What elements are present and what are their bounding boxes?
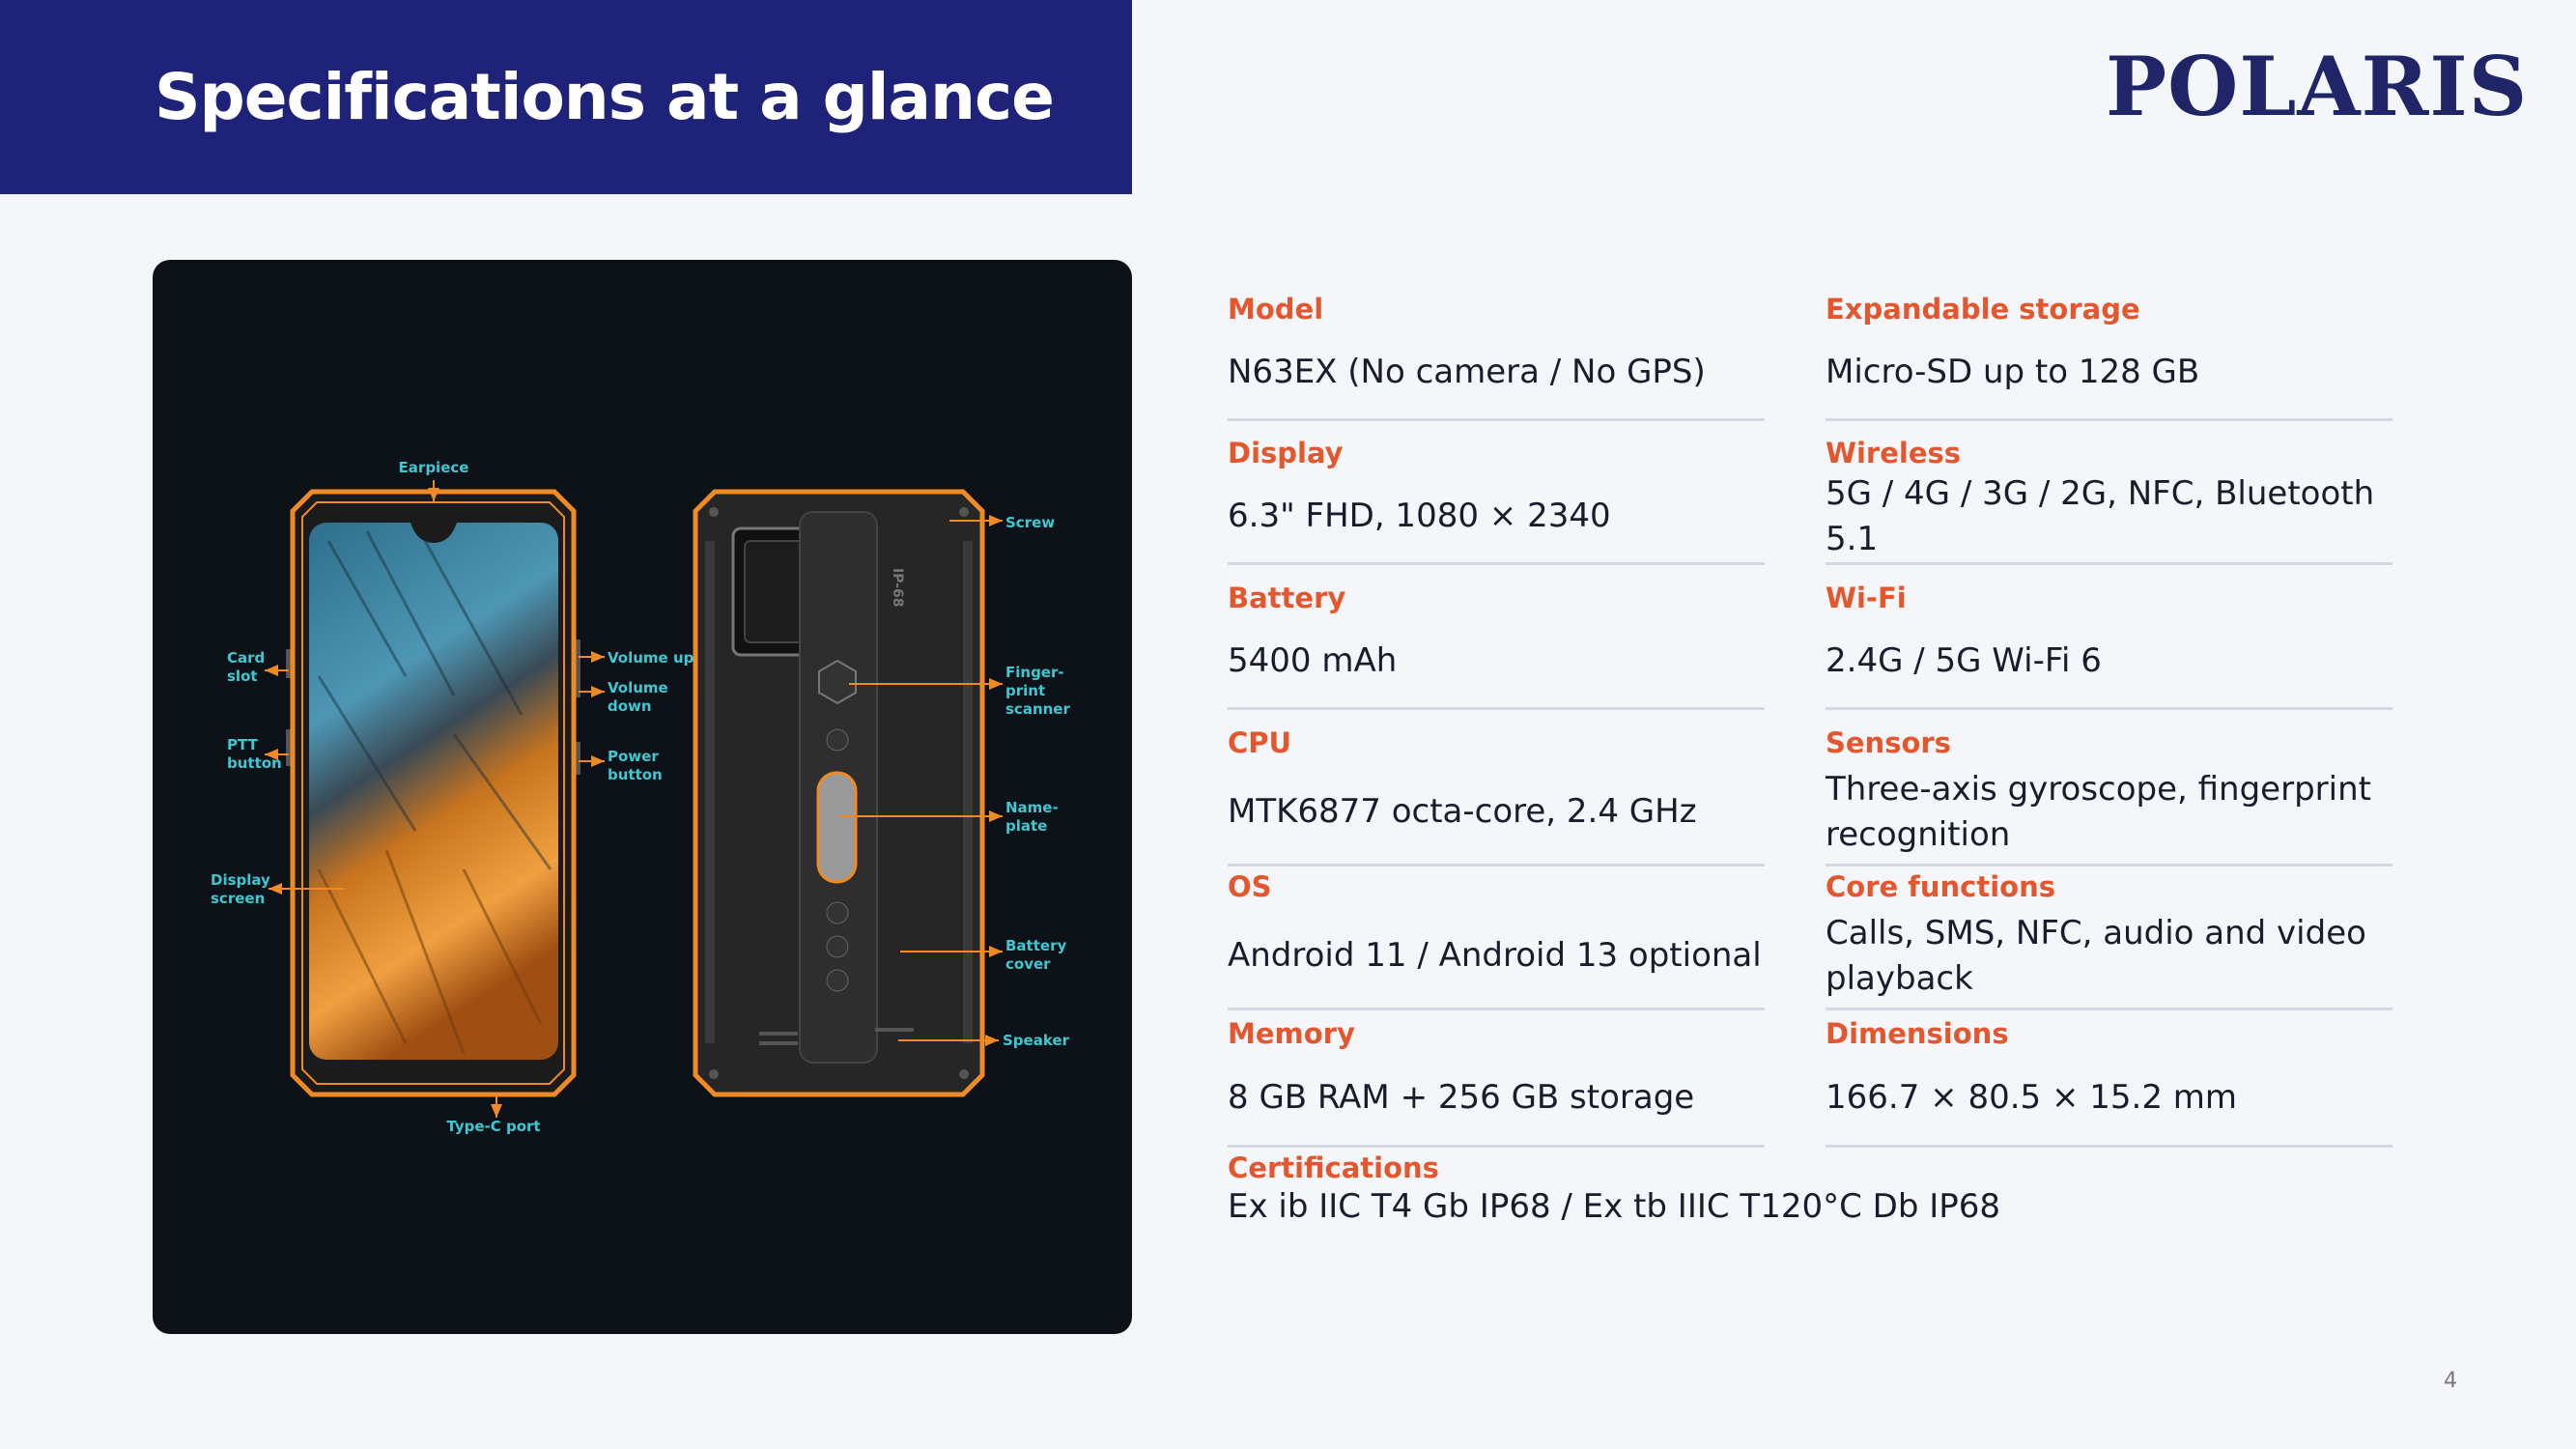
callout-label: Display screen <box>211 871 270 907</box>
divider <box>1826 1008 2392 1010</box>
callout-label: Type-C port <box>446 1118 541 1135</box>
spec-value: Micro-SD up to 128 GB <box>1826 353 2200 391</box>
callout-label: Power button <box>608 748 663 783</box>
spec-value: 8 GB RAM + 256 GB storage <box>1228 1078 1695 1117</box>
callout-label: Battery cover <box>1005 937 1067 973</box>
spec-label: Wireless <box>1826 437 1962 469</box>
spec-label: Display <box>1228 437 1344 469</box>
logo: POLARIS <box>2106 39 2529 134</box>
spec-value: 6.3" FHD, 1080 × 2340 <box>1228 497 1611 535</box>
callout-label: Finger-print scanner <box>1005 664 1070 718</box>
spec-label: Memory <box>1228 1017 1355 1050</box>
divider <box>1826 562 2392 565</box>
spec-value: Three-axis gyroscope, fingerprint recogn… <box>1826 769 2371 854</box>
divider <box>1228 707 1765 710</box>
device-mark: IP-68 <box>890 568 905 608</box>
spec-value-area: 8 GB RAM + 256 GB storage <box>1228 1050 1765 1146</box>
spec-value-area: 2.4G / 5G Wi-Fi 6 <box>1826 614 2392 708</box>
spec-label: Expandable storage <box>1826 293 2140 326</box>
divider <box>1228 864 1765 867</box>
spec-cell: Dimensions 166.7 × 80.5 × 15.2 mm <box>1826 1017 2392 1146</box>
divider <box>1228 418 1765 421</box>
spec-cell: Sensors Three-axis gyroscope, fingerprint… <box>1826 726 2392 865</box>
spec-label: Battery <box>1228 582 1346 614</box>
callout-label: Speaker <box>1003 1032 1069 1049</box>
spec-cell: Model N63EX (No camera / No GPS) <box>1228 293 1765 419</box>
spec-value: Ex ib IIC T4 Gb IP68 / Ex tb IIIC T120°C… <box>1228 1187 2000 1226</box>
spec-cell: Core functions Calls, SMS, NFC, audio and… <box>1826 870 2392 1009</box>
callout-label: Volume up <box>608 649 694 667</box>
spec-value-area: 166.7 × 80.5 × 15.2 mm <box>1826 1050 2392 1146</box>
spec-value-area: Calls, SMS, NFC, audio and video playbac… <box>1826 903 2392 1009</box>
divider <box>1826 418 2392 421</box>
spec-cell: Battery 5400 mAh <box>1228 582 1765 708</box>
spec-value: N63EX (No camera / No GPS) <box>1228 353 1706 391</box>
callout-label: Volume down <box>608 679 668 715</box>
header-bar: Specifications at a glance <box>0 0 1132 194</box>
spec-value-area: MTK6877 octa-core, 2.4 GHz <box>1228 759 1765 865</box>
page-number: 4 <box>2444 1369 2457 1393</box>
divider <box>1826 1145 2392 1148</box>
spec-cell: Wi-Fi 2.4G / 5G Wi-Fi 6 <box>1826 582 2392 708</box>
divider <box>1228 1008 1765 1010</box>
slide-title: Specifications at a glance <box>155 60 1055 134</box>
spec-value: Calls, SMS, NFC, audio and video playbac… <box>1826 913 2366 998</box>
spec-value: 5G / 4G / 3G / 2G, NFC, Bluetooth 5.1 <box>1826 473 2375 558</box>
spec-value: 2.4G / 5G Wi-Fi 6 <box>1826 641 2102 680</box>
spec-cell: Display 6.3" FHD, 1080 × 2340 <box>1228 437 1765 563</box>
phone-back: IP-68 <box>693 489 985 1097</box>
spec-value-area: 5G / 4G / 3G / 2G, NFC, Bluetooth 5.1 <box>1826 469 2392 563</box>
spec-value-area: Android 11 / Android 13 optional <box>1228 903 1765 1009</box>
spec-cell: Expandable storage Micro-SD up to 128 GB <box>1826 293 2392 419</box>
spec-label: OS <box>1228 870 1272 903</box>
spec-label: Sensors <box>1826 726 1951 759</box>
spec-value-area: Micro-SD up to 128 GB <box>1826 326 2392 419</box>
spec-label: Core functions <box>1826 870 2056 903</box>
spec-label: Model <box>1228 293 1324 326</box>
spec-value: 166.7 × 80.5 × 15.2 mm <box>1826 1078 2237 1117</box>
spec-value: 5400 mAh <box>1228 641 1398 680</box>
divider <box>1228 562 1765 565</box>
spec-cell: OS Android 11 / Android 13 optional <box>1228 870 1765 1009</box>
callout-label: Screw <box>1005 514 1056 531</box>
spec-label: Dimensions <box>1826 1017 2009 1050</box>
spec-value-area: N63EX (No camera / No GPS) <box>1228 326 1765 419</box>
spec-value-area: 6.3" FHD, 1080 × 2340 <box>1228 469 1765 563</box>
spec-cell: Memory 8 GB RAM + 256 GB storage <box>1228 1017 1765 1146</box>
leader-lines <box>265 480 1003 1118</box>
spec-cell: CPU MTK6877 octa-core, 2.4 GHz <box>1228 726 1765 865</box>
callout-label: Earpiece <box>398 459 469 476</box>
spec-label: Wi-Fi <box>1826 582 1907 614</box>
callout-label: Name-plate <box>1005 799 1059 835</box>
divider <box>1228 1145 1765 1148</box>
phone-front <box>286 489 580 1097</box>
spec-value: MTK6877 octa-core, 2.4 GHz <box>1228 792 1697 831</box>
callout-label: Card slot <box>227 649 266 685</box>
callout-label: PTT button <box>227 736 282 772</box>
spec-label: CPU <box>1228 726 1292 759</box>
spec-value-area: 5400 mAh <box>1228 614 1765 708</box>
spec-value-area: Three-axis gyroscope, fingerprint recogn… <box>1826 759 2392 865</box>
spec-label: Certifications <box>1228 1151 1439 1184</box>
spec-value: Android 11 / Android 13 optional <box>1228 936 1762 975</box>
divider <box>1826 864 2392 867</box>
spec-cell: Certifications Ex ib IIC T4 Gb IP68 / Ex … <box>1228 1151 2290 1256</box>
divider <box>1826 707 2392 710</box>
spec-cell: Wireless 5G / 4G / 3G / 2G, NFC, Bluetoot… <box>1826 437 2392 563</box>
spec-value-area: Ex ib IIC T4 Gb IP68 / Ex tb IIIC T120°C… <box>1228 1184 2290 1256</box>
